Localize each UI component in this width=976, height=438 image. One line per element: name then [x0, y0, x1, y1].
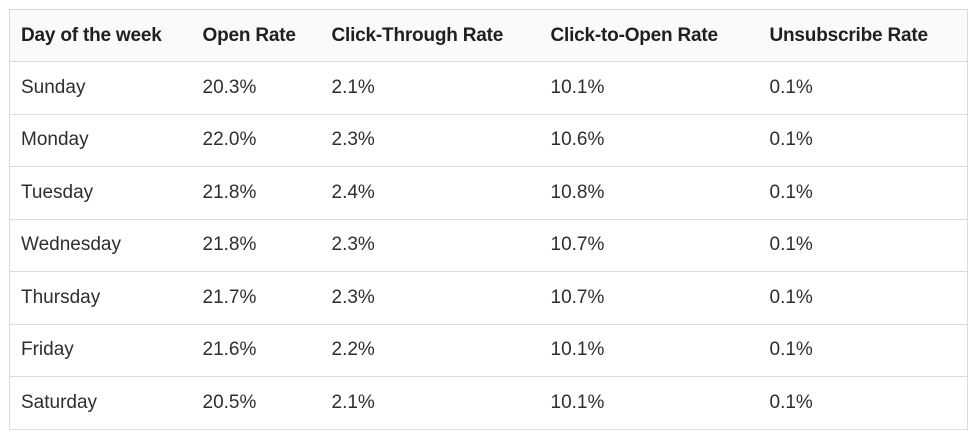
table-body: Sunday 20.3% 2.1% 10.1% 0.1% Monday 22.0…	[9, 61, 968, 430]
cell-day: Wednesday	[9, 219, 192, 272]
cell-click-to-open-rate: 10.8%	[539, 166, 759, 220]
header-click-to-open-rate: Click-to-Open Rate	[539, 9, 759, 62]
header-unsubscribe-rate: Unsubscribe Rate	[758, 9, 968, 62]
cell-day: Thursday	[9, 271, 192, 325]
table-row: Wednesday 21.8% 2.3% 10.7% 0.1%	[9, 219, 968, 272]
cell-click-through-rate: 2.1%	[320, 61, 540, 115]
cell-unsubscribe-rate: 0.1%	[758, 61, 968, 115]
cell-unsubscribe-rate: 0.1%	[758, 166, 968, 220]
cell-open-rate: 21.6%	[191, 324, 321, 377]
cell-click-through-rate: 2.1%	[320, 376, 540, 430]
table-row: Friday 21.6% 2.2% 10.1% 0.1%	[9, 324, 968, 377]
cell-day: Monday	[9, 114, 192, 167]
cell-day: Sunday	[9, 61, 192, 115]
cell-open-rate: 20.5%	[191, 376, 321, 430]
cell-unsubscribe-rate: 0.1%	[758, 114, 968, 167]
cell-click-through-rate: 2.3%	[320, 271, 540, 325]
cell-click-to-open-rate: 10.6%	[539, 114, 759, 167]
cell-click-to-open-rate: 10.1%	[539, 61, 759, 115]
table-header: Day of the week Open Rate Click-Through …	[9, 9, 968, 62]
cell-unsubscribe-rate: 0.1%	[758, 376, 968, 430]
email-metrics-table: Day of the week Open Rate Click-Through …	[9, 9, 968, 430]
cell-unsubscribe-rate: 0.1%	[758, 271, 968, 325]
table-row: Saturday 20.5% 2.1% 10.1% 0.1%	[9, 376, 968, 430]
cell-unsubscribe-rate: 0.1%	[758, 324, 968, 377]
table-row: Monday 22.0% 2.3% 10.6% 0.1%	[9, 114, 968, 167]
cell-click-to-open-rate: 10.7%	[539, 219, 759, 272]
cell-open-rate: 20.3%	[191, 61, 321, 115]
cell-open-rate: 21.8%	[191, 166, 321, 220]
header-day-of-week: Day of the week	[9, 9, 192, 62]
header-click-through-rate: Click-Through Rate	[320, 9, 540, 62]
cell-open-rate: 21.8%	[191, 219, 321, 272]
cell-click-to-open-rate: 10.1%	[539, 376, 759, 430]
table-row: Thursday 21.7% 2.3% 10.7% 0.1%	[9, 271, 968, 325]
cell-day: Saturday	[9, 376, 192, 430]
header-row: Day of the week Open Rate Click-Through …	[9, 9, 968, 62]
cell-click-to-open-rate: 10.7%	[539, 271, 759, 325]
cell-click-to-open-rate: 10.1%	[539, 324, 759, 377]
cell-day: Friday	[9, 324, 192, 377]
cell-click-through-rate: 2.4%	[320, 166, 540, 220]
cell-click-through-rate: 2.3%	[320, 114, 540, 167]
email-metrics-table-container: Day of the week Open Rate Click-Through …	[9, 9, 968, 430]
cell-unsubscribe-rate: 0.1%	[758, 219, 968, 272]
cell-day: Tuesday	[9, 166, 192, 220]
header-open-rate: Open Rate	[191, 9, 321, 62]
table-row: Tuesday 21.8% 2.4% 10.8% 0.1%	[9, 166, 968, 220]
table-row: Sunday 20.3% 2.1% 10.1% 0.1%	[9, 61, 968, 115]
cell-click-through-rate: 2.2%	[320, 324, 540, 377]
cell-click-through-rate: 2.3%	[320, 219, 540, 272]
cell-open-rate: 21.7%	[191, 271, 321, 325]
cell-open-rate: 22.0%	[191, 114, 321, 167]
